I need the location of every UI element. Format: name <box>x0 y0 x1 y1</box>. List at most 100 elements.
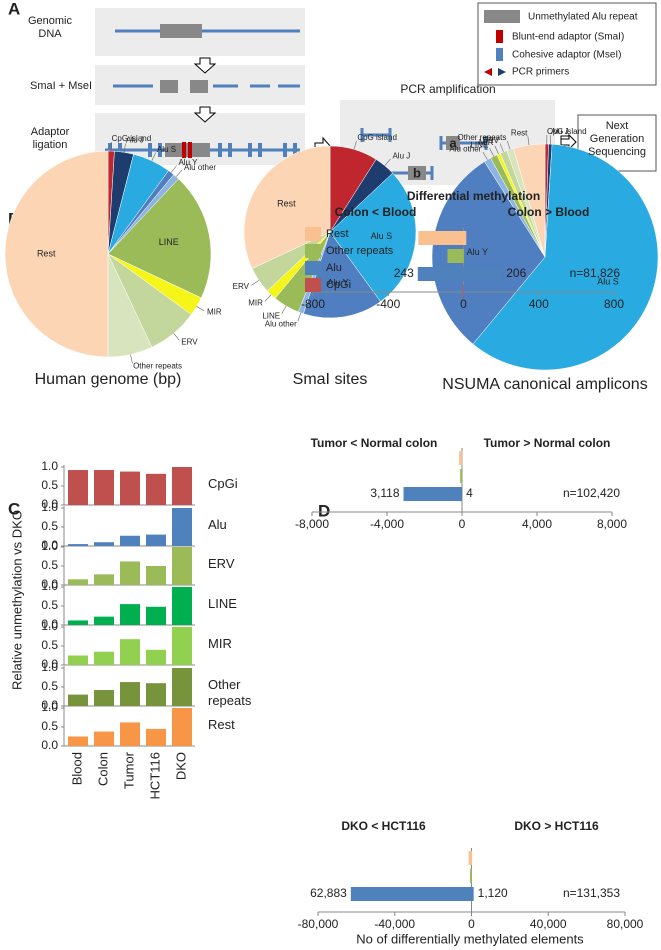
leader-line <box>297 312 302 322</box>
bar <box>417 267 464 281</box>
slice-label: Alu J <box>551 127 569 136</box>
alu <box>408 166 426 180</box>
slice-label: Alu other <box>265 319 297 328</box>
pie-slice <box>107 178 212 299</box>
ngs-label: Next Generation Sequencing <box>587 120 647 159</box>
x-tick-label: -400 <box>376 297 400 311</box>
bar <box>68 470 88 505</box>
slice-label: Alu S <box>597 276 619 286</box>
slice-label: Alu S <box>371 231 393 241</box>
bar <box>120 471 140 505</box>
direction-label: DKO < HCT116 <box>341 819 426 833</box>
legend-swatch <box>484 68 492 76</box>
legend-label: Rest <box>326 228 349 240</box>
leader-line <box>281 305 287 314</box>
bar <box>172 627 192 665</box>
bar <box>146 566 166 585</box>
slice-label: Alu other <box>184 163 216 172</box>
bar <box>462 285 464 299</box>
x-tick-label: HCT116 <box>147 752 162 799</box>
alu <box>160 80 178 93</box>
bar <box>94 542 114 546</box>
bar <box>68 655 88 665</box>
slice-label: Alu other <box>449 145 481 154</box>
legend-text: Blunt-end adaptor (SmaI) <box>512 32 624 43</box>
pie-slice <box>4 150 109 358</box>
y-tick-label: 0.0 <box>41 738 58 752</box>
diagram: Unmethylated Alu repeat Blunt-end adapto… <box>30 2 657 185</box>
slice-label: Alu Y <box>178 158 198 167</box>
leader-line <box>251 280 260 286</box>
facet-label: ERV <box>208 556 235 571</box>
bar <box>459 451 462 465</box>
bar <box>146 606 166 625</box>
y-tick-label: 0.5 <box>41 478 58 492</box>
leader-line <box>489 148 494 157</box>
y-tick-label: 0.0 <box>41 657 58 671</box>
bar <box>463 267 503 281</box>
x-tick-label: 4,000 <box>522 517 552 531</box>
y-tick-label: 0.0 <box>41 698 58 712</box>
slice-label: MIR <box>248 299 263 308</box>
y-tick-label: 0.0 <box>41 577 58 591</box>
slice-label: ERV <box>181 338 198 347</box>
bar <box>172 708 192 746</box>
x-tick-label: DKO <box>173 752 188 780</box>
slice-label: Alu J <box>126 136 144 145</box>
bar <box>120 535 140 546</box>
slice-label: ERV <box>233 282 250 291</box>
bar <box>120 604 140 625</box>
leader-line <box>507 140 511 150</box>
legend-swatch <box>305 278 321 292</box>
legend-text: PCR primers <box>512 67 569 78</box>
bar <box>94 574 114 585</box>
legend-swatch <box>305 261 321 275</box>
bar <box>68 620 88 625</box>
bar <box>146 683 166 706</box>
leader-line <box>499 143 504 153</box>
y-tick-label: 1.0 <box>41 500 58 514</box>
bar <box>471 851 473 865</box>
leader-line <box>130 354 133 364</box>
slice-label: CpG island <box>357 133 397 142</box>
bar <box>350 887 472 901</box>
arrow <box>560 133 577 151</box>
slice-label: Rest <box>37 248 56 258</box>
bar <box>447 249 464 263</box>
bar <box>172 587 192 625</box>
leader-line <box>494 145 499 155</box>
y-tick-label: 0.5 <box>41 558 58 572</box>
bar <box>469 869 472 883</box>
direction-label: Tumor < Normal colon <box>311 436 438 450</box>
adaptor <box>182 142 192 158</box>
bar <box>94 651 114 665</box>
legend-label: Other repeats <box>326 245 394 257</box>
slice-label: LINE <box>262 311 280 320</box>
slice-label: MIR <box>479 138 494 147</box>
legend-swatch <box>496 48 503 61</box>
facet-label: MIR <box>208 636 232 651</box>
x-tick-label: -8,000 <box>295 517 329 531</box>
value-label: 4 <box>466 486 473 500</box>
bar <box>146 649 166 665</box>
y-tick-label: 0.5 <box>41 679 58 693</box>
facet-label: Other repeats <box>208 677 252 708</box>
value-label: 62,883 <box>310 886 347 900</box>
legend-swatch <box>305 227 321 241</box>
leader-line <box>175 169 183 177</box>
direction-label: Colon < Blood <box>335 205 417 219</box>
value-label: 243 <box>394 266 414 280</box>
x-tick-label: -80,000 <box>298 917 339 931</box>
leader-line <box>170 165 177 173</box>
y-tick-label: 0.5 <box>41 719 58 733</box>
bar <box>172 508 192 546</box>
slice-label: MIR <box>207 308 222 317</box>
bar <box>94 470 114 505</box>
x-tick-label: 0 <box>459 517 466 531</box>
chart-title: Differential methylation <box>407 189 540 203</box>
arrow <box>193 106 217 123</box>
bar <box>172 467 192 505</box>
pie-title: Human genome (bp) <box>34 371 182 388</box>
